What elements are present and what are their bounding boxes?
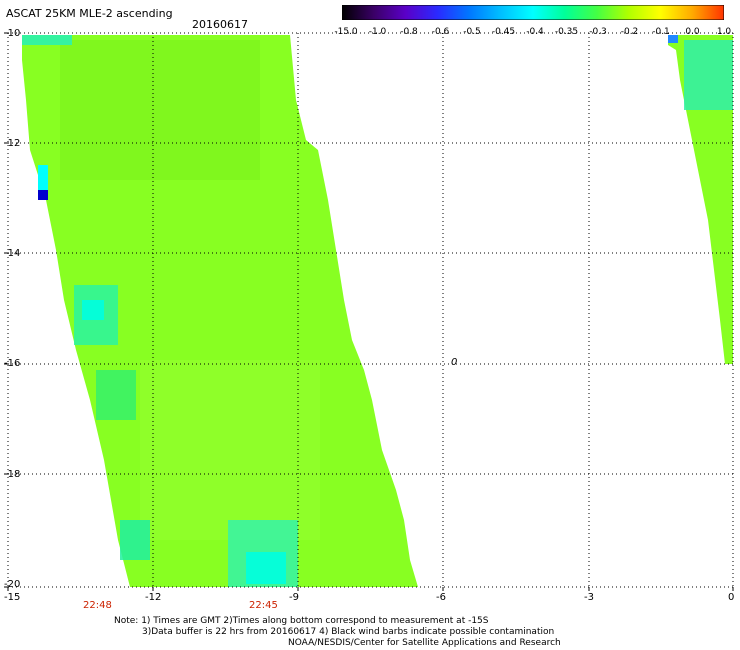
note-line-2: 3)Data buffer is 22 hrs from 20160617 4)… <box>142 627 555 637</box>
note-line-1: Note: 1) Times are GMT 2)Times along bot… <box>114 616 489 626</box>
swath-shade <box>140 360 320 540</box>
colorbar-label: -0.45 <box>491 27 516 37</box>
map-date: 20160617 <box>192 18 248 31</box>
y-label--18: -18 <box>4 469 21 480</box>
x-label--9: -9 <box>289 592 299 603</box>
swath-patch-cyan <box>38 165 48 190</box>
colorbar-label: -0.4 <box>526 27 544 37</box>
colorbar-label: -0.6 <box>431 27 450 37</box>
y-label--20: -20 <box>4 579 21 590</box>
x-label--12: -12 <box>145 592 162 603</box>
colorbar-labels: -15.0 -1.0 -0.8 -0.6 -0.5 -0.45 -0.4 -0.35 -0.3 -… <box>332 27 737 39</box>
y-label--12: -12 <box>4 138 21 149</box>
map-title: ASCAT 25KM MLE-2 ascending <box>6 7 173 20</box>
swath-patch-cyan <box>684 40 733 110</box>
colorbar-label: -0.35 <box>554 27 579 37</box>
x-label--15: -15 <box>4 592 21 603</box>
note-line-3: NOAA/NESDIS/Center for Satellite Applica… <box>288 638 561 648</box>
x-label--3: -3 <box>584 592 594 603</box>
swath-patch-cyan <box>82 300 104 320</box>
swath-patch-cyan <box>120 520 150 560</box>
colorbar-label: -0.3 <box>589 27 607 37</box>
map-marker-text: 0 <box>451 357 458 368</box>
swath-patch-blue <box>38 190 48 200</box>
colorbar-label: -0.5 <box>463 27 481 37</box>
colorbar-label: -0.1 <box>652 27 670 37</box>
time-label-2245: 22:45 <box>249 600 278 611</box>
time-label-2248: 22:48 <box>83 600 112 611</box>
swath-shade <box>60 40 260 180</box>
colorbar-gradient <box>342 5 724 20</box>
colorbar <box>342 5 724 20</box>
swath-patch-blue <box>668 35 678 43</box>
y-label--10: -10 <box>4 28 21 39</box>
satellite-swath-east <box>668 35 733 364</box>
swath-patch <box>96 370 136 420</box>
colorbar-label: 0.0 <box>685 27 700 37</box>
x-label--6: -6 <box>436 592 446 603</box>
colorbar-label: -0.8 <box>400 27 418 37</box>
swath-patch-cyan <box>246 552 286 584</box>
swath-patch-cyan <box>22 35 72 45</box>
y-label--14: -14 <box>4 248 21 259</box>
x-label-0: 0 <box>728 592 735 603</box>
y-label--16: -16 <box>4 358 21 369</box>
colorbar-label: -0.2 <box>620 27 639 37</box>
colorbar-label: -15.0 <box>334 27 358 37</box>
colorbar-label: 1.0 <box>716 27 732 37</box>
colorbar-label: -1.0 <box>368 27 387 37</box>
